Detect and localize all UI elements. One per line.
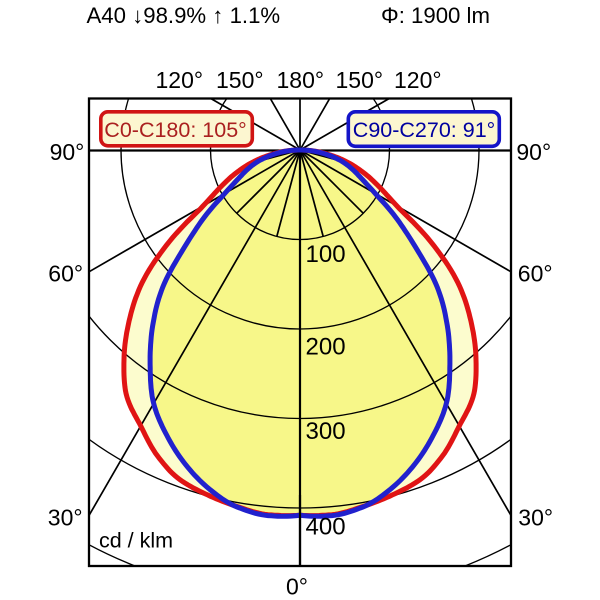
svg-text:60°: 60°	[518, 261, 553, 287]
svg-text:300: 300	[306, 418, 346, 445]
svg-text:120°: 120°	[156, 67, 204, 93]
svg-text:Φ: 1900 lm: Φ: 1900 lm	[381, 3, 490, 28]
svg-text:180°: 180°	[277, 67, 325, 93]
svg-text:150°: 150°	[216, 67, 264, 93]
svg-text:C90-C270: 91°: C90-C270: 91°	[353, 118, 495, 142]
svg-text:200: 200	[306, 334, 346, 361]
svg-text:100: 100	[306, 241, 346, 268]
svg-text:cd / klm: cd / klm	[99, 529, 173, 553]
svg-text:0°: 0°	[286, 573, 308, 599]
svg-text:A40 ↓98.9% ↑ 1.1%: A40 ↓98.9% ↑ 1.1%	[87, 3, 281, 28]
svg-text:150°: 150°	[336, 67, 384, 93]
svg-text:60°: 60°	[48, 261, 83, 287]
svg-text:400: 400	[306, 514, 346, 541]
svg-text:90°: 90°	[516, 139, 551, 165]
svg-text:30°: 30°	[518, 504, 553, 530]
svg-text:30°: 30°	[48, 504, 83, 530]
svg-text:C0-C180: 105°: C0-C180: 105°	[104, 118, 246, 142]
svg-text:90°: 90°	[50, 139, 85, 165]
svg-text:120°: 120°	[394, 67, 442, 93]
